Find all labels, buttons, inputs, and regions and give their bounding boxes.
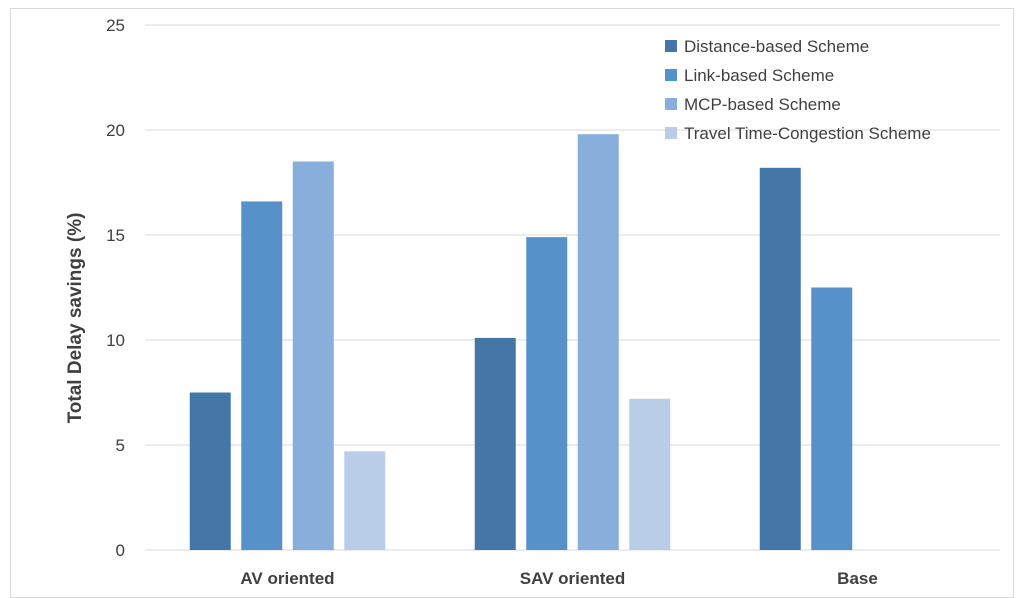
grid-lines — [145, 24, 1000, 551]
bar-travel-time-congestion-scheme-av-oriented — [344, 451, 386, 550]
y-tick-label: 10 — [106, 331, 125, 350]
y-tick-label: 25 — [106, 16, 125, 35]
bar-travel-time-congestion-scheme-sav-oriented — [629, 398, 671, 550]
legend-label: Travel Time-Congestion Scheme — [684, 124, 931, 143]
legend-swatch — [665, 69, 677, 81]
y-tick-labels: 0 5 10 15 20 25 — [106, 16, 125, 560]
bar-link-based-scheme-av-oriented — [241, 201, 283, 550]
legend-swatch — [665, 127, 677, 139]
bar-distance-based-scheme-base — [759, 167, 801, 551]
bar-distance-based-scheme-av-oriented — [189, 392, 231, 550]
legend-swatch — [665, 98, 677, 110]
bar-mcp-based-scheme-av-oriented — [292, 161, 334, 550]
bar-mcp-based-scheme-sav-oriented — [577, 134, 619, 550]
y-tick-label: 0 — [116, 541, 125, 560]
y-axis-label: Total Delay savings (%) — [65, 213, 86, 424]
legend-label: Link-based Scheme — [684, 66, 834, 85]
category-labels: AV oriented SAV oriented Base — [240, 569, 877, 588]
category-label: Base — [837, 569, 878, 588]
bar-link-based-scheme-sav-oriented — [526, 237, 568, 550]
y-tick-label: 20 — [106, 121, 125, 140]
legend: Distance-based Scheme Link-based Scheme MC… — [665, 37, 931, 143]
legend-swatch — [665, 40, 677, 52]
category-label: AV oriented — [240, 569, 334, 588]
legend-label: MCP-based Scheme — [684, 95, 841, 114]
legend-label: Distance-based Scheme — [684, 37, 869, 56]
y-tick-label: 5 — [116, 436, 125, 455]
y-tick-label: 15 — [106, 226, 125, 245]
bars — [189, 134, 853, 551]
bar-distance-based-scheme-sav-oriented — [474, 337, 516, 550]
category-label: SAV oriented — [520, 569, 625, 588]
bar-link-based-scheme-base — [811, 287, 853, 550]
